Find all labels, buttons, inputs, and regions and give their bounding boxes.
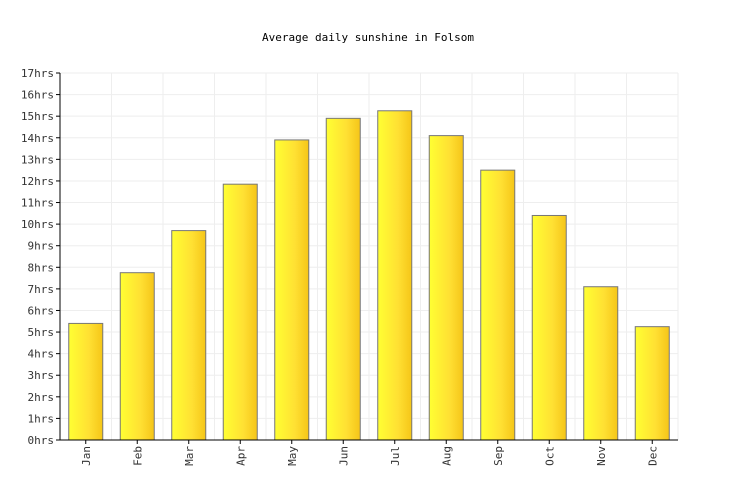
x-tick-label: Jul [389,446,402,466]
bar-may [274,139,310,441]
y-tick-label: 7hrs [28,283,55,296]
axes [59,73,678,441]
y-tick-label: 3hrs [28,369,55,382]
grid-lines [59,72,679,441]
x-tick-label: Apr [234,446,247,466]
y-tick-label: 16hrs [21,89,54,102]
bar-mar [171,230,207,441]
bar-aug [428,135,464,441]
x-tick-label: Mar [183,446,196,466]
bar-oct [531,214,567,441]
y-tick-label: 6hrs [28,304,55,317]
y-axis-tick-labels: 0hrs 1hrs 2hrs 3hrs 4hrs 5hrs 6hrs 7hrs 8hrs 9hrs… [21,67,60,447]
bar-nov [583,286,619,441]
x-tick-label: Jun [337,446,350,466]
x-tick-label: Nov [595,446,608,466]
y-tick-label: 2hrs [28,391,55,404]
x-tick-label: Sep [492,446,505,466]
bar-sep [480,169,516,441]
x-tick-label: Oct [543,446,556,466]
bar-jun [325,117,361,441]
y-tick-label: 13hrs [21,153,54,166]
x-tick-label: Feb [131,446,144,466]
bar-feb [119,272,155,441]
bar-dec [634,326,670,441]
y-tick-label: 12hrs [21,175,54,188]
bars [68,110,670,441]
x-tick-label: May [286,446,299,466]
y-tick-label: 10hrs [21,218,54,231]
bar-jan [68,322,104,441]
y-tick-label: 11hrs [21,197,54,210]
chart-title: Average daily sunshine in Folsom [262,31,474,44]
y-tick-label: 14hrs [21,132,54,145]
y-tick-label: 9hrs [28,240,55,253]
y-tick-label: 4hrs [28,348,55,361]
y-tick-label: 15hrs [21,110,54,123]
bar-jul [377,110,413,441]
y-tick-label: 0hrs [28,434,55,447]
y-tick-label: 17hrs [21,67,54,80]
x-tick-label: Jan [80,446,93,466]
y-tick-label: 8hrs [28,261,55,274]
y-tick-label: 5hrs [28,326,55,339]
x-tick-label: Dec [646,446,659,466]
y-tick-label: 1hrs [28,412,55,425]
bar-apr [222,183,258,441]
x-tick-label: Aug [440,446,453,466]
x-axis-tick-labels: Jan Feb Mar Apr May Jun Jul Aug Sep Oct Nov Dec [80,440,659,466]
